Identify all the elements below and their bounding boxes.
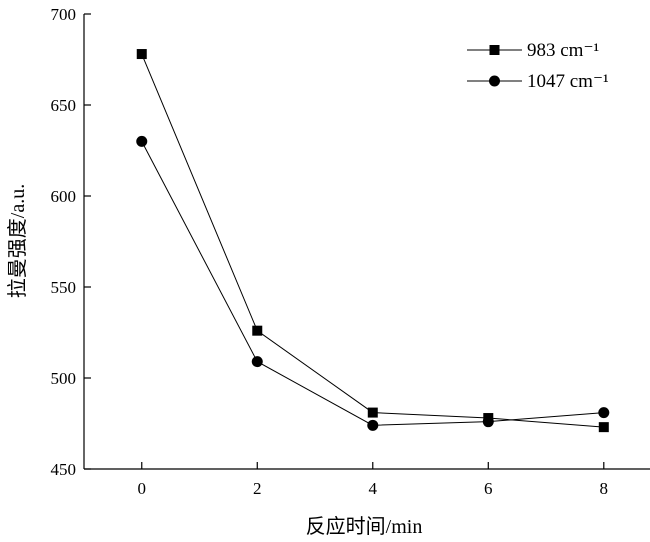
y-tick-label: 700 — [51, 5, 77, 24]
legend-label: 1047 cm⁻¹ — [527, 71, 609, 92]
y-tick-label: 550 — [51, 278, 77, 297]
series-layer — [136, 49, 610, 433]
series-2 — [136, 135, 610, 431]
y-tick-label: 650 — [51, 96, 77, 115]
legend-item: 1047 cm⁻¹ — [467, 71, 609, 92]
series-2-point — [482, 416, 494, 428]
series-2-point — [251, 356, 263, 368]
series-2-point — [136, 135, 148, 147]
series-2-point — [367, 419, 379, 431]
y-axis-label: 拉曼强度/a.u. — [6, 184, 29, 298]
series-1-point — [252, 325, 263, 336]
legend: 983 cm⁻¹ 1047 cm⁻¹ — [467, 40, 609, 92]
x-tick-label: 8 — [600, 479, 609, 498]
x-axis-ticks: 0 2 4 6 8 — [138, 462, 609, 498]
y-tick-label: 600 — [51, 187, 77, 206]
series-1 — [136, 49, 609, 433]
series-2-point — [598, 407, 610, 419]
series-1-line — [141, 53, 604, 428]
x-tick-label: 4 — [369, 479, 378, 498]
y-axis-ticks: 450 500 550 600 650 700 — [51, 5, 91, 479]
legend-marker — [489, 75, 500, 87]
series-1-point — [367, 407, 378, 418]
x-tick-label: 6 — [484, 479, 493, 498]
legend-label: 983 cm⁻¹ — [527, 40, 599, 61]
series-1-point — [598, 422, 609, 433]
legend-marker — [489, 45, 500, 55]
x-axis-label: 反应时间/min — [306, 515, 423, 538]
series-1-point — [136, 49, 147, 60]
x-tick-label: 2 — [253, 479, 262, 498]
series-2-line — [141, 141, 604, 426]
x-tick-label: 0 — [138, 479, 147, 498]
y-tick-label: 500 — [51, 369, 77, 388]
plot-frame — [83, 14, 650, 470]
legend-item: 983 cm⁻¹ — [467, 40, 599, 61]
y-tick-label: 450 — [51, 460, 77, 479]
